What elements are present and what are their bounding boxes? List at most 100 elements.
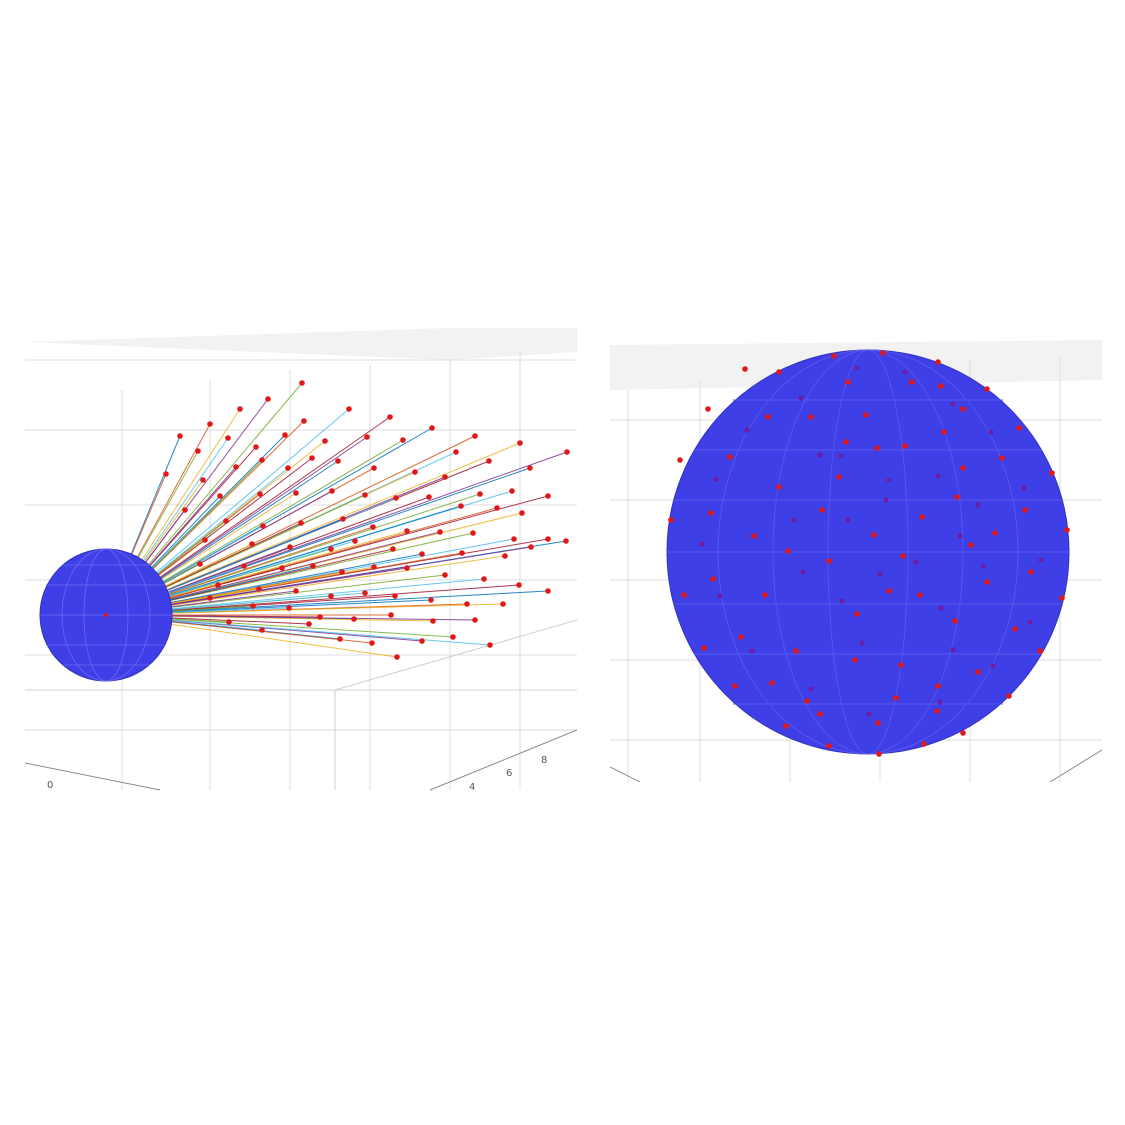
data-point — [352, 538, 358, 544]
chart-left-plot: 0 4 6 8 — [25, 328, 577, 792]
chart-right-plot — [610, 340, 1102, 782]
connector-line — [169, 607, 290, 614]
data-point — [769, 680, 775, 686]
data-point — [259, 627, 265, 633]
data-point — [876, 751, 882, 757]
data-point — [819, 507, 825, 513]
data-point — [528, 544, 534, 550]
x-tick-label: 0 — [47, 780, 53, 791]
data-point — [705, 406, 711, 412]
data-point — [404, 528, 410, 534]
data-point — [808, 414, 814, 420]
data-point — [226, 619, 232, 625]
data-point — [836, 474, 842, 480]
data-point-back — [838, 453, 844, 459]
data-point — [817, 711, 823, 717]
data-point — [1012, 626, 1018, 632]
data-point — [793, 648, 799, 654]
data-point — [260, 523, 266, 529]
connector-line — [163, 494, 366, 589]
data-point — [207, 595, 213, 601]
data-point — [992, 530, 998, 536]
connector-line — [159, 460, 339, 581]
data-point — [335, 458, 341, 464]
connector-line — [169, 619, 491, 646]
connector-line — [147, 466, 237, 568]
data-point-back — [713, 476, 719, 482]
data-point — [875, 720, 881, 726]
connector-line — [169, 615, 434, 622]
data-point — [223, 518, 229, 524]
data-point — [845, 379, 851, 385]
data-point — [941, 429, 947, 435]
data-point — [371, 564, 377, 570]
data-point — [902, 443, 908, 449]
data-point-back — [1038, 557, 1044, 563]
data-point-back — [877, 571, 883, 577]
data-point — [854, 611, 860, 617]
data-point — [952, 618, 958, 624]
data-point — [293, 490, 299, 496]
connector-line — [169, 590, 297, 608]
data-point — [852, 657, 858, 663]
data-point — [195, 448, 201, 454]
data-point — [934, 708, 940, 714]
data-point — [999, 455, 1005, 461]
data-point-back — [975, 502, 981, 508]
connector-line — [159, 492, 297, 581]
connector-line — [161, 427, 433, 584]
data-point — [481, 576, 487, 582]
right-front-points — [668, 350, 1070, 757]
data-point — [249, 541, 255, 547]
data-point — [339, 569, 345, 575]
data-point-back — [817, 452, 823, 458]
data-point — [935, 359, 941, 365]
data-point — [225, 435, 231, 441]
data-point — [282, 432, 288, 438]
data-point — [346, 406, 352, 412]
data-point — [429, 425, 435, 431]
data-point — [202, 537, 208, 543]
data-point-back — [980, 563, 986, 569]
data-point — [215, 582, 221, 588]
left-axis-ticks: 0 4 6 8 — [47, 755, 547, 792]
data-point — [938, 383, 944, 389]
connector-line — [167, 531, 441, 601]
right-sphere — [666, 349, 1070, 755]
data-point — [776, 369, 782, 375]
data-point — [517, 440, 523, 446]
data-point-back — [749, 648, 755, 654]
data-point — [182, 507, 188, 513]
data-point — [459, 550, 465, 556]
data-point — [874, 445, 880, 451]
connector-line — [169, 574, 446, 608]
data-point — [442, 474, 448, 480]
data-point — [968, 542, 974, 548]
connector-line — [169, 578, 485, 610]
data-point — [516, 582, 522, 588]
data-point — [450, 634, 456, 640]
data-point-back — [990, 663, 996, 669]
connector-line — [169, 555, 506, 607]
data-point — [362, 590, 368, 596]
y-tick-label: 4 — [469, 782, 475, 792]
data-point — [328, 593, 334, 599]
connector-line — [161, 525, 264, 584]
data-point — [487, 642, 493, 648]
data-point — [472, 433, 478, 439]
data-point-back — [717, 593, 723, 599]
connector-line — [167, 584, 219, 599]
data-point-back — [699, 541, 705, 547]
right-back-points — [699, 365, 1044, 717]
data-point — [306, 621, 312, 627]
data-point — [500, 601, 506, 607]
connector-line — [158, 436, 368, 580]
connector-line — [167, 507, 498, 599]
data-point — [286, 605, 292, 611]
data-point — [1059, 595, 1065, 601]
data-point-back — [937, 699, 943, 705]
data-point — [502, 553, 508, 559]
data-point — [785, 548, 791, 554]
data-point — [392, 593, 398, 599]
data-point — [917, 592, 923, 598]
